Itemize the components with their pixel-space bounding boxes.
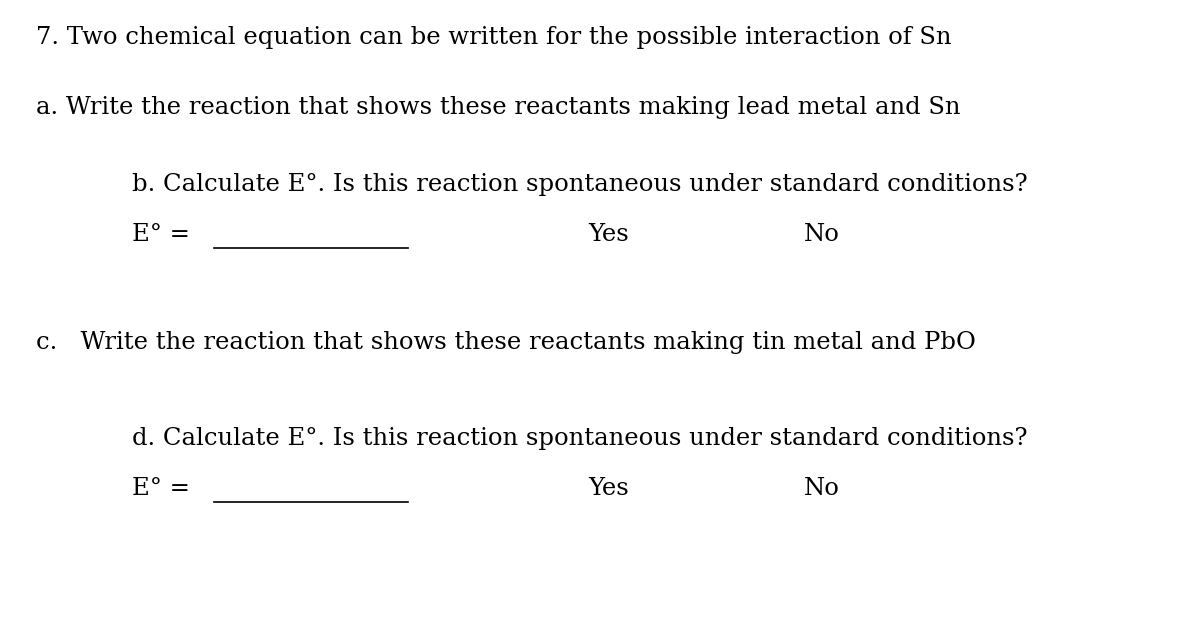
- Text: a. Write the reaction that shows these reactants making lead metal and Sn: a. Write the reaction that shows these r…: [36, 97, 960, 119]
- Text: b. Calculate E°. Is this reaction spontaneous under standard conditions?: b. Calculate E°. Is this reaction sponta…: [132, 173, 1027, 196]
- Text: No: No: [804, 478, 840, 500]
- Text: E° =: E° =: [132, 478, 190, 500]
- Text: 7. Two chemical equation can be written for the possible interaction of Sn: 7. Two chemical equation can be written …: [36, 27, 952, 50]
- Text: c.   Write the reaction that shows these reactants making tin metal and PbO: c. Write the reaction that shows these r…: [36, 331, 976, 354]
- Text: No: No: [804, 224, 840, 246]
- Text: Yes: Yes: [588, 478, 629, 500]
- Text: Yes: Yes: [588, 224, 629, 246]
- Text: E° =: E° =: [132, 224, 190, 246]
- Text: d. Calculate E°. Is this reaction spontaneous under standard conditions?: d. Calculate E°. Is this reaction sponta…: [132, 427, 1027, 450]
